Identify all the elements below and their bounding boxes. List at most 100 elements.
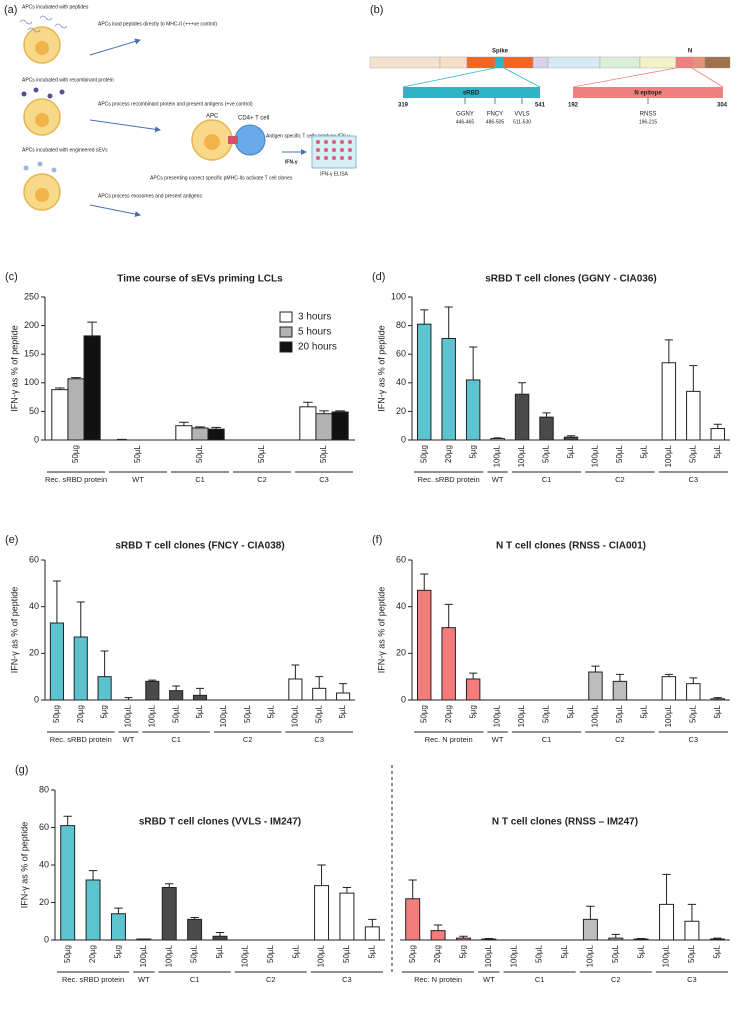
epitope: GGNY bbox=[456, 112, 474, 118]
group-label: C2 bbox=[615, 735, 625, 744]
group-label: C2 bbox=[266, 975, 276, 984]
bar bbox=[684, 920, 700, 941]
x-tick-label: 5µg bbox=[100, 705, 109, 719]
x-tick-label: 5µL bbox=[566, 704, 575, 718]
error-bar bbox=[689, 677, 698, 684]
group-label: Rec. sRBD protein bbox=[62, 975, 124, 984]
bar bbox=[710, 698, 725, 701]
error-bar bbox=[87, 321, 97, 336]
x-tick-label: 5µL bbox=[639, 704, 648, 718]
error-bar bbox=[342, 887, 352, 894]
bar bbox=[709, 938, 725, 941]
bar bbox=[73, 636, 88, 701]
y-axis-label: IFN-γ as % of peptide bbox=[19, 822, 29, 909]
error-bar bbox=[148, 679, 157, 682]
panel-b: (b) Spike N sRBD 319 541 GGNY 446-465 FN… bbox=[369, 4, 731, 125]
x-tick-label: 100µL bbox=[509, 944, 518, 967]
x-tick-label: 100µL bbox=[664, 444, 673, 467]
x-tick-label: 50µL bbox=[542, 704, 551, 723]
x-tick-label: 20µg bbox=[433, 945, 442, 963]
vesicles bbox=[23, 161, 57, 173]
bar bbox=[336, 692, 351, 701]
x-tick-label: 50µL bbox=[535, 944, 544, 963]
y-tick-label: 50 bbox=[29, 406, 39, 416]
row-label: APCs incubated with peptides bbox=[22, 4, 89, 10]
y-axis-label: IFN-γ as % of peptide bbox=[9, 325, 19, 412]
bar bbox=[710, 428, 725, 441]
x-tick-label: 50µL bbox=[319, 444, 328, 463]
legend-label: 5 hours bbox=[298, 327, 331, 338]
position: 541 bbox=[535, 103, 546, 109]
error-bar bbox=[469, 672, 478, 679]
panel-label: (d) bbox=[372, 271, 385, 283]
error-bar bbox=[420, 573, 429, 591]
bar bbox=[83, 335, 101, 441]
bar bbox=[686, 390, 701, 441]
error-bar bbox=[420, 309, 429, 325]
note: APCs process recombinant protein and pre… bbox=[98, 101, 253, 107]
x-tick-label: 100µL bbox=[290, 704, 299, 727]
bar bbox=[465, 379, 481, 441]
panel-a: (a) APCs incubated with peptides APCs in… bbox=[4, 4, 357, 217]
x-tick-label: 5µL bbox=[713, 704, 722, 718]
x-tick-label: 50µL bbox=[542, 444, 551, 463]
elisa-label: IFN-γ ELISA bbox=[320, 171, 348, 177]
bar bbox=[661, 362, 677, 441]
error-bar bbox=[566, 435, 576, 438]
bar bbox=[417, 589, 432, 701]
bar bbox=[686, 683, 701, 701]
x-tick-label: 50µL bbox=[688, 444, 697, 463]
n-epitope-box bbox=[573, 87, 723, 98]
x-tick-label: 100µL bbox=[219, 704, 228, 727]
error-bar bbox=[459, 935, 468, 939]
error-bar bbox=[315, 676, 324, 689]
error-bar bbox=[291, 664, 300, 679]
group-label: C1 bbox=[190, 975, 200, 984]
panel-label: (a) bbox=[4, 4, 17, 16]
position: 304 bbox=[717, 103, 728, 109]
x-tick-label: 5µg bbox=[468, 445, 477, 459]
x-tick-label: 5µL bbox=[713, 444, 722, 458]
error-bar bbox=[713, 697, 722, 699]
bar bbox=[169, 690, 184, 701]
error-bar bbox=[165, 883, 174, 888]
x-tick-label: 20µg bbox=[76, 705, 85, 723]
bar bbox=[97, 676, 112, 701]
x-tick-label: 100µL bbox=[124, 704, 133, 727]
error-bar bbox=[615, 673, 624, 682]
legend-swatch bbox=[279, 341, 293, 353]
zoom-lines bbox=[572, 67, 724, 88]
x-tick-label: 50µg bbox=[71, 445, 80, 463]
t-cell bbox=[234, 124, 266, 156]
chart-title: sRBD T cell clones (VVLS - IM247) bbox=[139, 817, 301, 828]
x-tick-label: 50µL bbox=[615, 444, 624, 463]
y-tick-label: 150 bbox=[24, 349, 39, 359]
x-tick-label: 50µL bbox=[611, 944, 620, 963]
bar bbox=[60, 825, 76, 941]
t-cell-label: CD4+ T cell bbox=[238, 116, 269, 122]
x-tick-label: 100µL bbox=[164, 944, 173, 967]
x-tick-label: 5µg bbox=[468, 705, 477, 719]
y-tick-label: 250 bbox=[24, 291, 39, 301]
y-tick-label: 20 bbox=[29, 648, 39, 658]
error-bar bbox=[190, 917, 199, 920]
error-bar bbox=[408, 879, 417, 899]
arrows bbox=[89, 38, 307, 217]
n-label: N bbox=[688, 49, 692, 55]
bar bbox=[207, 428, 225, 441]
bar bbox=[539, 416, 554, 441]
x-tick-label: 100µL bbox=[317, 944, 326, 967]
x-tick-label: 20µg bbox=[88, 945, 97, 963]
group-label: C2 bbox=[615, 475, 625, 484]
wells bbox=[316, 140, 352, 160]
error-bar bbox=[664, 339, 673, 363]
note: APCs load peptides directly to MHC-II (+… bbox=[98, 21, 217, 27]
x-tick-label: 50µL bbox=[133, 444, 142, 463]
error-bar bbox=[319, 410, 329, 414]
x-tick-label: 50µg bbox=[419, 705, 428, 723]
error-bar bbox=[100, 650, 109, 677]
bar bbox=[191, 427, 209, 441]
x-tick-label: 100µL bbox=[493, 444, 502, 467]
x-tick-label: 5µL bbox=[566, 444, 575, 458]
row-label: APCs incubated with engineered sEVs bbox=[22, 147, 108, 153]
